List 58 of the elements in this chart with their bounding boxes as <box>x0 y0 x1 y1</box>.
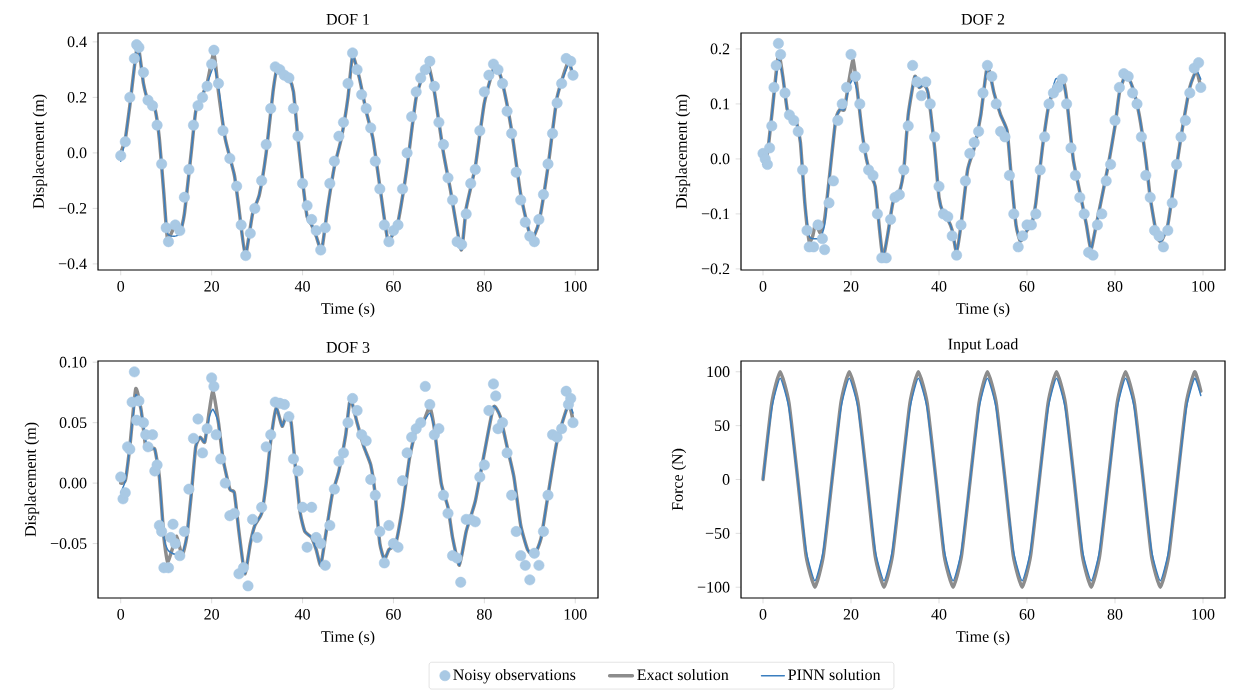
x-axis-title: Time (s) <box>321 630 375 646</box>
legend-label: Noisy observations <box>453 668 576 684</box>
x-tick-label: 80 <box>476 280 492 292</box>
chart-title: DOF 3 <box>326 341 370 353</box>
chart-title: Input Load <box>948 338 1019 353</box>
y-tick-label: −0.2 <box>701 263 730 275</box>
x-axis-title: Time (s) <box>321 302 375 318</box>
x-tick-label: 40 <box>931 280 947 292</box>
y-tick-label: 0.0 <box>710 153 730 165</box>
x-tick-label: 40 <box>294 608 310 620</box>
x-tick-label: 0 <box>117 280 125 292</box>
x-tick-label: 100 <box>1192 280 1215 292</box>
y-tick-label: −50 <box>705 527 730 539</box>
y-tick-label: −0.4 <box>58 258 87 270</box>
y-tick-label: 0.2 <box>710 43 730 55</box>
y-tick-label: 0.4 <box>67 36 87 48</box>
y-tick-label: 50 <box>714 420 730 432</box>
x-tick-label: 20 <box>843 608 859 620</box>
x-tick-label: 60 <box>1019 280 1035 292</box>
x-tick-label: 60 <box>386 608 401 620</box>
chart-title: DOF 2 <box>961 13 1005 25</box>
x-tick-label: 80 <box>476 608 492 620</box>
x-tick-label: 100 <box>1192 608 1215 620</box>
y-tick-label: −0.05 <box>50 538 87 550</box>
x-tick-label: 0 <box>759 608 767 620</box>
y-tick-label: −100 <box>697 581 730 593</box>
x-tick-label: 100 <box>564 608 587 620</box>
x-tick-label: 0 <box>759 280 767 292</box>
x-tick-label: 100 <box>564 280 587 292</box>
chart-title: DOF 1 <box>326 13 370 25</box>
y-axis-title: Displacement (m) <box>24 422 40 537</box>
y-tick-label: −0.2 <box>58 202 87 214</box>
x-tick-label: 20 <box>843 280 859 292</box>
x-tick-label: 60 <box>386 280 401 292</box>
x-tick-label: 80 <box>1107 280 1123 292</box>
x-tick-label: 0 <box>117 608 125 620</box>
x-tick-label: 40 <box>931 608 947 620</box>
y-tick-label: 0.2 <box>67 91 87 103</box>
y-tick-label: 100 <box>707 366 730 378</box>
y-tick-label: 0.05 <box>59 417 87 429</box>
x-tick-label: 20 <box>204 280 220 292</box>
y-axis-title: Displacement (m) <box>32 94 48 209</box>
y-tick-label: 0 <box>722 474 730 485</box>
y-tick-label: 0.1 <box>710 98 730 110</box>
x-tick-label: 20 <box>204 608 220 620</box>
y-axis-title: Displacement (m) <box>675 94 691 209</box>
x-tick-label: 80 <box>1107 608 1123 620</box>
y-tick-label: −0.1 <box>701 208 730 220</box>
y-axis-title: Force (N) <box>671 448 687 511</box>
x-tick-label: 60 <box>1019 608 1035 620</box>
y-tick-label: 0.10 <box>59 356 87 368</box>
legend-label: PINN solution <box>788 668 881 681</box>
y-tick-label: 0.00 <box>59 477 87 489</box>
x-axis-title: Time (s) <box>956 302 1010 318</box>
y-tick-label: 0.0 <box>67 147 87 159</box>
x-axis-title: Time (s) <box>956 630 1010 646</box>
x-tick-label: 40 <box>294 280 310 292</box>
legend-label: Exact solution <box>637 668 729 681</box>
